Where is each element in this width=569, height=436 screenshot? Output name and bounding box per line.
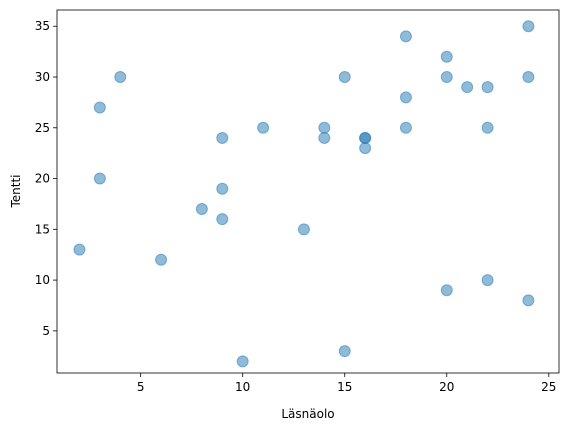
point [73,243,86,256]
point [114,71,127,84]
point [216,213,229,226]
point [359,142,372,155]
point [522,20,535,33]
point [399,30,412,43]
point [93,101,106,114]
point [236,355,249,368]
x-tick-label: 5 [137,380,145,394]
point [481,121,494,134]
point [318,131,331,144]
point [440,71,453,84]
point [522,71,535,84]
x-axis-label: Läsnäolo [281,407,334,421]
point [440,284,453,297]
point [216,131,229,144]
point [155,253,168,266]
plot-frame [56,9,560,374]
point [440,50,453,63]
point [461,81,474,94]
y-tick-label: 35 [35,19,50,33]
y-tick-label: 5 [42,324,50,338]
y-tick-label: 10 [35,273,50,287]
point [481,81,494,94]
point [297,223,310,236]
x-tick-label: 20 [439,380,454,394]
x-tick-label: 15 [337,380,352,394]
x-tick-label: 10 [235,380,250,394]
y-tick-label: 15 [35,222,50,236]
point [216,182,229,195]
point [481,274,494,287]
point [399,91,412,104]
point [318,121,331,134]
y-tick-label: 25 [35,121,50,135]
x-tick-label: 25 [541,380,556,394]
point [257,121,270,134]
point [338,345,351,358]
point [338,71,351,84]
point [195,203,208,216]
point [399,121,412,134]
y-axis-label: Tentti [9,174,23,208]
point [522,294,535,307]
y-tick-label: 20 [35,172,50,186]
y-tick-label: 30 [35,70,50,84]
point [93,172,106,185]
point [359,131,372,144]
